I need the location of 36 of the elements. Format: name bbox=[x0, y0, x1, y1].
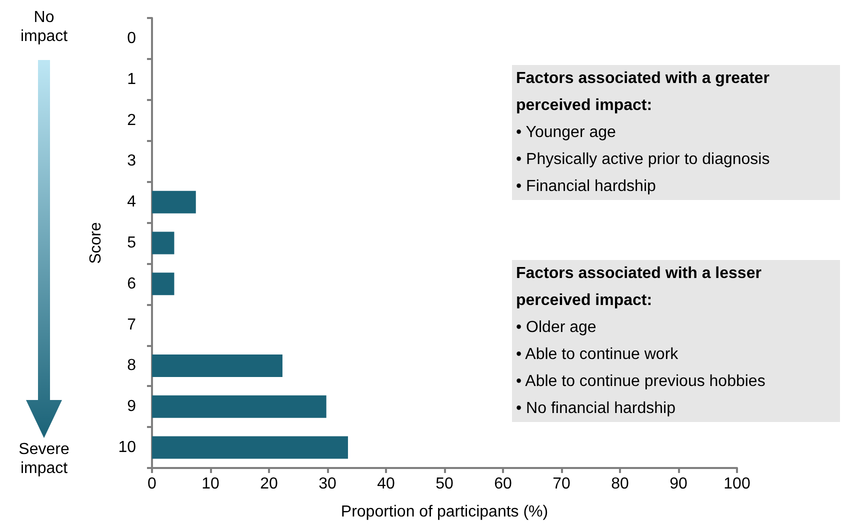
x-tick-label: 30 bbox=[318, 476, 336, 492]
x-tick-label: 80 bbox=[611, 476, 629, 492]
annotation: Factors associated with a lesser perceived impact: • Older age • Able to continue work • Able to continue previous hobbies • No financial hardship bbox=[516, 264, 766, 419]
text-box: Factors associated with a lesser perceived impact: • Older age • Able to continue work • Able to continue previous hobbies • No financial hardship bbox=[512, 260, 840, 422]
y-tick-label: 6 bbox=[127, 275, 136, 292]
bar bbox=[152, 232, 174, 254]
x-tick-label: 90 bbox=[670, 476, 688, 492]
text: No impact bbox=[19, 8, 69, 46]
annotation: Factors associated with a greater perceived impact: • Younger age • Physically active prior to diagnosis • Financial hardship bbox=[516, 69, 771, 197]
y-tick-label: 2 bbox=[127, 112, 136, 129]
y-axis-title: Score bbox=[88, 222, 104, 264]
x-tick-label: 0 bbox=[148, 476, 157, 492]
y-tick-label: 9 bbox=[127, 398, 136, 416]
x-tick-label: 40 bbox=[377, 476, 395, 492]
text-box: Factors associated with a greater perceived impact: • Younger age • Physically active prior to diagnosis • Financial hardship bbox=[512, 65, 840, 200]
y-tick-label: 10 bbox=[118, 439, 136, 456]
y-tick-label: 4 bbox=[127, 194, 136, 211]
bar bbox=[152, 436, 348, 459]
y-tick-label: 5 bbox=[127, 234, 136, 252]
y-tick-label: 7 bbox=[127, 316, 136, 334]
bar bbox=[152, 395, 326, 418]
x-tick-label: 70 bbox=[552, 476, 570, 492]
bar bbox=[152, 190, 196, 214]
x-tick-label: 20 bbox=[260, 476, 278, 492]
x-tick-label: 60 bbox=[494, 476, 512, 492]
x-tick-label: 10 bbox=[202, 476, 220, 492]
bar bbox=[152, 272, 174, 296]
x-axis-title: Proportion of participants (%) bbox=[340, 504, 548, 520]
y-tick-label: 3 bbox=[127, 152, 136, 170]
x-tick-label: 100 bbox=[724, 476, 750, 492]
text: Severe impact bbox=[18, 440, 70, 478]
y-tick-label: 0 bbox=[127, 30, 136, 47]
bar bbox=[152, 354, 282, 377]
y-tick-label: 1 bbox=[127, 70, 136, 88]
x-tick-label: 50 bbox=[436, 476, 454, 492]
y-tick-label: 8 bbox=[127, 357, 136, 374]
